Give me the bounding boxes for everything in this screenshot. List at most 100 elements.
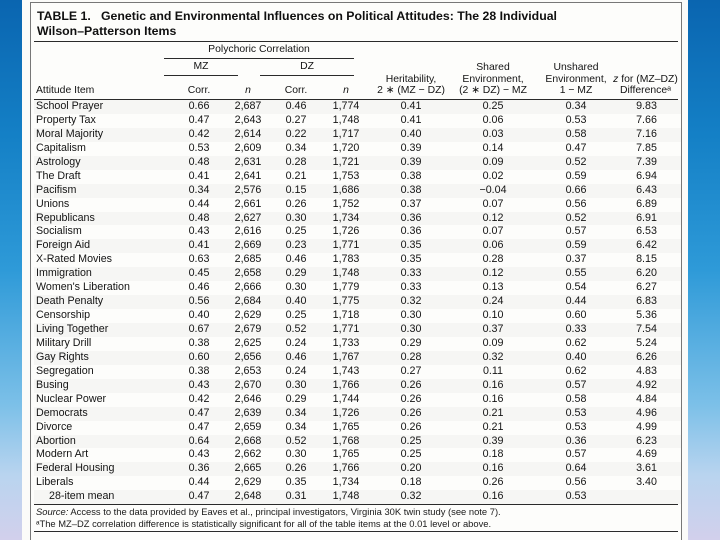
- attitude-item-cell: School Prayer: [36, 100, 104, 112]
- table-row: Living Together 0.67 2,679 0.52 1,771 0.30 0.3…: [34, 323, 681, 337]
- value-cell: 0.21: [285, 169, 307, 182]
- value-cell: 0.24: [285, 336, 307, 349]
- value-cell: 7.85: [636, 141, 657, 154]
- value-cell: 0.47: [565, 141, 587, 154]
- table-row: Astrology 0.48 2,631 0.28 1,721 0.39 0.09 0.52 7…: [34, 156, 681, 170]
- header-heritability: Heritability, 2 ∗ (MZ − DZ): [377, 73, 445, 97]
- value-cell: 0.47: [188, 490, 210, 503]
- value-cell: 0.15: [285, 183, 307, 196]
- value-cell: 0.36: [188, 462, 210, 475]
- value-cell: 3.40: [636, 476, 657, 489]
- value-cell: 0.09: [482, 336, 504, 349]
- z-symbol: z: [613, 73, 619, 85]
- title-rule: [34, 41, 678, 42]
- value-cell: 1,779: [332, 281, 360, 294]
- attitude-item-cell: Modern Art: [36, 448, 89, 461]
- table-row: Death Penalty 0.56 2,684 0.40 1,775 0.32 0.24 0…: [34, 295, 681, 309]
- table-row: 28-item mean 0.47 2,648 0.31 1,748 0.32 0.16 0.…: [34, 490, 681, 504]
- value-cell: 0.30: [285, 281, 307, 294]
- value-cell: 0.56: [565, 476, 587, 489]
- value-cell: 0.38: [400, 183, 422, 196]
- value-cell: 0.12: [482, 211, 504, 224]
- value-cell: 6.43: [636, 183, 657, 196]
- value-cell: 1,767: [332, 350, 360, 363]
- value-cell: 2,662: [234, 448, 262, 461]
- table-row: Unions 0.44 2,661 0.26 1,752 0.37 0.07 0.56 6.89: [34, 198, 681, 212]
- value-cell: 0.02: [482, 169, 504, 182]
- value-cell: 1,734: [332, 476, 360, 489]
- value-cell: 0.11: [482, 364, 503, 377]
- value-cell: 1,783: [332, 253, 360, 266]
- value-cell: 0.26: [482, 476, 504, 489]
- value-cell: 0.21: [482, 420, 504, 433]
- value-cell: 0.46: [188, 281, 210, 294]
- value-cell: 0.24: [482, 295, 504, 308]
- value-cell: 2,679: [234, 323, 262, 335]
- value-cell: 0.37: [400, 197, 422, 210]
- table-row: Foreign Aid 0.41 2,669 0.23 1,771 0.35 0.06 0.5…: [34, 239, 681, 253]
- attitude-item-cell: Moral Majority: [36, 127, 104, 140]
- value-cell: 0.64: [188, 434, 210, 447]
- value-cell: 0.56: [565, 197, 587, 210]
- attitude-item-cell: Women's Liberation: [36, 281, 130, 294]
- value-cell: 0.43: [188, 225, 210, 238]
- attitude-item-cell: Living Together: [36, 323, 109, 335]
- header-rule: [34, 99, 678, 100]
- value-cell: 0.16: [482, 378, 504, 391]
- value-cell: 0.41: [400, 100, 422, 112]
- value-cell: 1,721: [332, 155, 360, 168]
- value-cell: 4.84: [636, 392, 657, 405]
- value-cell: 0.34: [188, 183, 210, 196]
- slide-content-panel: TABLE 1. Genetic and Environmental Influ…: [22, 0, 688, 540]
- value-cell: 0.57: [565, 378, 587, 391]
- value-cell: 1,752: [332, 197, 360, 210]
- table-row: Modern Art 0.43 2,662 0.30 1,765 0.25 0.18 0.57…: [34, 448, 681, 462]
- value-cell: 0.63: [188, 253, 210, 266]
- value-cell: 0.64: [565, 462, 587, 475]
- value-cell: 0.40: [400, 127, 422, 140]
- value-cell: 0.26: [285, 462, 307, 475]
- value-cell: 2,616: [234, 225, 262, 238]
- attitude-item-cell: Immigration: [36, 267, 92, 280]
- value-cell: 0.36: [400, 225, 422, 238]
- value-cell: 0.13: [482, 281, 504, 294]
- value-cell: 0.59: [565, 169, 587, 182]
- value-cell: 0.12: [482, 267, 504, 280]
- value-cell: 0.37: [565, 253, 587, 266]
- value-cell: 0.26: [400, 420, 422, 433]
- value-cell: 0.35: [400, 253, 422, 266]
- value-cell: 1,766: [332, 462, 360, 475]
- attitude-item-cell: Republicans: [36, 211, 95, 224]
- value-cell: 2,670: [234, 378, 262, 391]
- value-cell: 1,768: [332, 434, 360, 447]
- value-cell: 0.42: [188, 127, 210, 140]
- footnote-a: ᵃThe MZ–DZ correlation difference is sta…: [36, 517, 492, 529]
- value-cell: 0.45: [188, 267, 210, 280]
- value-cell: 0.67: [188, 323, 210, 335]
- table-body: School Prayer 0.66 2,687 0.46 1,774 0.41 0.25 0…: [34, 100, 681, 504]
- value-cell: 2,656: [234, 350, 262, 363]
- value-cell: [614, 490, 679, 504]
- attitude-item-cell: Foreign Aid: [36, 239, 91, 252]
- value-cell: 0.07: [482, 197, 504, 210]
- attitude-item-cell: Death Penalty: [36, 295, 104, 308]
- value-cell: 0.18: [482, 448, 504, 461]
- value-cell: 0.42: [188, 392, 210, 405]
- value-cell: 0.43: [188, 378, 210, 391]
- value-cell: 0.44: [188, 197, 210, 210]
- value-cell: 1,748: [332, 490, 360, 503]
- table-row: Republicans 0.48 2,627 0.30 1,734 0.36 0.12 0.5…: [34, 212, 681, 226]
- value-cell: 0.56: [188, 295, 210, 308]
- value-cell: 1,748: [332, 267, 360, 280]
- value-cell: 0.60: [188, 350, 210, 363]
- value-cell: 4.69: [636, 448, 657, 461]
- value-cell: 0.41: [188, 169, 210, 182]
- attitude-item-cell: Unions: [36, 197, 70, 210]
- value-cell: 2,658: [234, 267, 262, 280]
- value-cell: 0.07: [482, 225, 504, 238]
- table-row: Capitalism 0.53 2,609 0.34 1,720 0.39 0.14 0.47…: [34, 142, 681, 156]
- value-cell: 0.52: [565, 211, 587, 224]
- value-cell: 0.39: [400, 155, 422, 168]
- value-cell: 0.28: [285, 155, 307, 168]
- value-cell: 0.37: [482, 323, 504, 335]
